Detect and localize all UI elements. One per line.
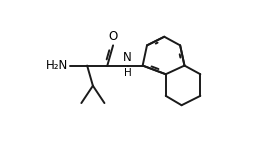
Text: O: O	[109, 30, 118, 43]
Text: H: H	[124, 69, 131, 78]
Text: N: N	[123, 51, 132, 64]
Text: H₂N: H₂N	[46, 59, 68, 72]
